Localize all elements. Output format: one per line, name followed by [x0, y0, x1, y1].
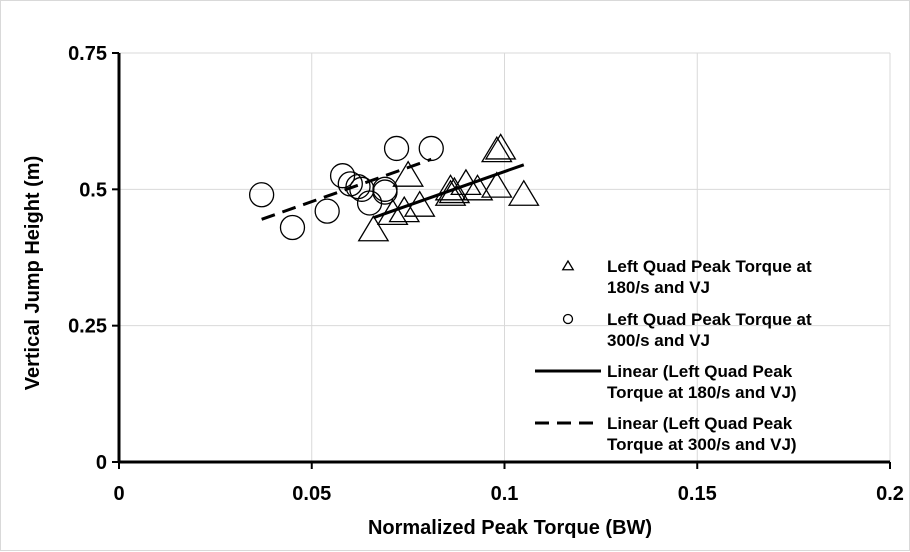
circle-point: [314, 198, 340, 224]
triangle-point: [507, 179, 540, 206]
y-tick-label: 0.25: [68, 316, 107, 338]
circle-point: [383, 135, 410, 162]
triangle-point: [376, 198, 409, 226]
data-points: [248, 133, 540, 242]
triangle-point: [357, 214, 390, 242]
y-tick-label: 0.5: [79, 179, 107, 201]
triangle-point: [392, 160, 424, 187]
x-tick-label: 0.1: [491, 483, 519, 505]
x-tick-label: 0.2: [876, 483, 904, 505]
legend-label: Left Quad Peak Torque at: [607, 257, 812, 276]
y-tick-label: 0.75: [68, 43, 107, 65]
x-tick-label: 0.05: [292, 483, 331, 505]
triangle-point: [438, 176, 471, 204]
circle-point: [418, 135, 444, 162]
x-tick-label: 0.15: [678, 483, 717, 505]
triangle-point: [480, 135, 513, 163]
legend-label: Torque at 180/s and VJ): [607, 383, 797, 402]
triangle-point: [484, 133, 517, 160]
x-tick-label: 0: [113, 483, 124, 505]
legend-circle-marker: [562, 313, 574, 325]
triangle-point: [480, 171, 513, 198]
triangle-point: [403, 190, 436, 217]
y-axis-title: Vertical Jump Height (m): [22, 156, 44, 391]
gridlines: [119, 52, 891, 462]
legend-label: 300/s and VJ: [607, 331, 710, 350]
legend-triangle-marker: [561, 259, 575, 271]
triangle-point: [388, 195, 421, 223]
tick-labels: 0 0.05 0.1 0.15 0.2 0 0.25 0.5 0.75: [68, 43, 904, 505]
y-tick-label: 0: [96, 452, 107, 474]
legend-label: 180/s and VJ: [607, 278, 710, 297]
x-axis-title: Normalized Peak Torque (BW): [368, 517, 652, 539]
axes: [112, 52, 891, 469]
triangle-point: [461, 174, 494, 201]
triangle-point: [434, 174, 467, 201]
legend-label: Left Quad Peak Torque at: [607, 310, 812, 329]
legend-label: Linear (Left Quad Peak: [607, 414, 793, 433]
circle-point: [356, 190, 383, 216]
legend-label: Linear (Left Quad Peak: [607, 362, 793, 381]
legend-label: Torque at 300/s and VJ): [607, 435, 797, 454]
triangle-point: [434, 179, 467, 206]
legend: Left Quad Peak Torque at 180/s and VJ Left…: [535, 257, 812, 454]
circle-point: [372, 179, 398, 205]
circle-point: [248, 182, 275, 208]
circle-point: [279, 214, 306, 241]
